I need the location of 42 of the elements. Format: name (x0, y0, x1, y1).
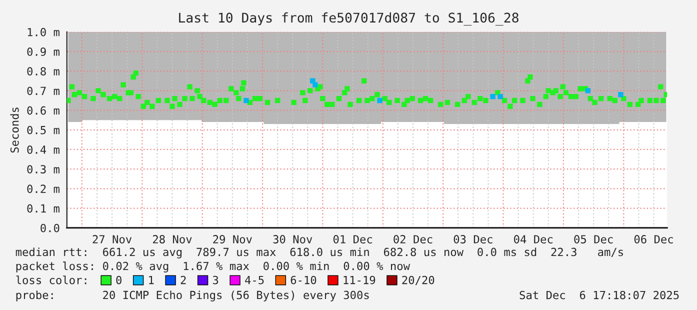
legend-label: 1 (149, 276, 154, 284)
y-axis-title: Seconds (10, 108, 19, 153)
legend-label: 6-10 (290, 276, 316, 284)
text: median rtt: 661.2 us avg 789.7 us max 618.0 us min 682.8 us now 0.0 ms sd 22.3 am/s (16, 248, 623, 258)
x-tick-label: 01 Dec (333, 235, 372, 244)
legend-label: 0 (116, 276, 122, 284)
legend-label: 2 (180, 276, 186, 284)
x-tick-label: 28 Nov (152, 235, 192, 244)
x-tick-label: 27 Nov (92, 235, 132, 244)
y-tick-label: 0.4 m (27, 145, 60, 154)
x-tick-label: 06 Dec (634, 235, 673, 244)
legend-label: 11-19 (344, 276, 376, 284)
x-tick-label: 04 Dec (514, 235, 552, 244)
x-tick-label: 29 Nov (213, 235, 252, 244)
y-tick-label: 0.1 m (27, 204, 60, 213)
legend-label: 3 (212, 276, 218, 284)
y-tick-label: 0.0 (40, 224, 60, 232)
text: probe: 20 ICMP Echo Pings (56 Bytes) every 300s (16, 290, 369, 302)
y-tick-label: 0.2 m (27, 184, 60, 194)
x-tick-label: 03 Dec (454, 235, 492, 244)
legend-label: 20/20 (402, 276, 434, 286)
point (585, 88, 591, 94)
point (490, 94, 496, 100)
y-tick-label: 0.5 m (27, 126, 60, 134)
point (498, 94, 503, 100)
point (377, 98, 382, 104)
y-tick-label: 0.7 m (27, 86, 60, 96)
y-tick-label: 1.0 m (28, 28, 60, 36)
y-tick-label: 0.6 m (27, 106, 60, 115)
text: Sat Dec 6 17:18:07 2025 (520, 290, 679, 300)
x-tick-label: 05 Dec (574, 235, 613, 244)
point (312, 82, 318, 88)
chart-title: Last 10 Days from fe507017d087 to S1_106_28 (179, 12, 518, 26)
legend-label: 4-5 (245, 276, 264, 284)
x-tick-label: 02 Dec (394, 235, 432, 244)
legend-title: loss color: (16, 276, 86, 284)
x-tick-label: 30 Nov (273, 235, 312, 244)
y-tick-label: 0.3 m (27, 165, 60, 174)
point (618, 92, 624, 98)
y-tick-label: 0.8 m (27, 67, 60, 76)
text: packet loss: 0.02 % avg 1.67 % max 0.00 % min 0.00 % now (16, 262, 410, 272)
y-tick-label: 0.9 m (27, 48, 60, 56)
